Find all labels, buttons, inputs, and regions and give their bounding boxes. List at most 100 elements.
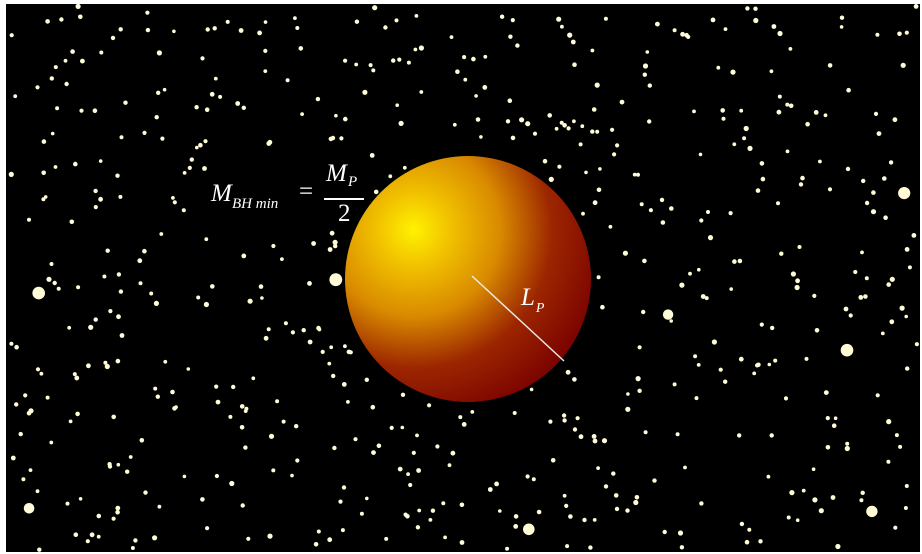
- star: [845, 441, 850, 446]
- star: [753, 17, 759, 24]
- star: [406, 60, 411, 65]
- star: [706, 210, 710, 214]
- star: [239, 404, 245, 409]
- star: [788, 103, 794, 109]
- star: [41, 170, 46, 176]
- star: [732, 142, 737, 147]
- star: [507, 98, 513, 103]
- star: [21, 477, 26, 482]
- star: [886, 459, 891, 464]
- star: [311, 241, 316, 246]
- star: [383, 25, 388, 30]
- star: [56, 286, 61, 291]
- star: [660, 220, 666, 225]
- star: [186, 367, 191, 371]
- star: [285, 78, 290, 83]
- star: [341, 382, 347, 387]
- star: [214, 384, 219, 389]
- star: [830, 495, 836, 500]
- star: [559, 120, 564, 125]
- star: [76, 285, 81, 290]
- star: [45, 19, 50, 24]
- star: [145, 27, 151, 33]
- star: [300, 112, 304, 116]
- star: [662, 309, 674, 320]
- star: [23, 393, 28, 398]
- star: [415, 525, 421, 530]
- star: [592, 200, 598, 206]
- star: [805, 121, 810, 127]
- star: [835, 543, 841, 550]
- star: [266, 327, 271, 332]
- star: [776, 109, 782, 115]
- star: [861, 178, 866, 184]
- star: [139, 438, 145, 443]
- star: [647, 83, 652, 88]
- star: [742, 136, 747, 141]
- star: [203, 139, 208, 144]
- star: [430, 508, 436, 513]
- star: [642, 258, 647, 264]
- star: [428, 518, 433, 522]
- star: [194, 105, 199, 110]
- star: [562, 493, 567, 498]
- star: [723, 27, 728, 31]
- star: [320, 349, 325, 354]
- star: [301, 328, 306, 333]
- star: [78, 14, 83, 20]
- star: [839, 25, 844, 29]
- star: [739, 108, 744, 113]
- star: [797, 245, 802, 249]
- star: [892, 117, 898, 123]
- star: [86, 363, 91, 369]
- star: [373, 189, 379, 195]
- star: [67, 325, 72, 330]
- star: [592, 438, 598, 444]
- star: [225, 19, 230, 24]
- star: [669, 206, 674, 211]
- star: [728, 211, 733, 216]
- star: [413, 47, 418, 52]
- star: [550, 458, 556, 463]
- star: [825, 445, 831, 450]
- star: [400, 392, 406, 397]
- star: [893, 525, 898, 530]
- star: [118, 27, 123, 32]
- starfield: [8, 4, 920, 552]
- star: [118, 194, 123, 199]
- star: [75, 4, 81, 9]
- star: [271, 468, 276, 473]
- star: [154, 115, 159, 120]
- star: [812, 497, 818, 503]
- star: [69, 219, 75, 225]
- star: [643, 430, 648, 435]
- star: [487, 487, 493, 492]
- radius-symbol: L: [521, 284, 535, 311]
- star: [603, 484, 609, 489]
- star: [172, 406, 177, 411]
- star: [634, 495, 640, 500]
- star: [479, 135, 483, 139]
- star: [843, 306, 849, 312]
- star: [263, 20, 268, 24]
- star: [686, 34, 691, 39]
- star: [73, 161, 78, 167]
- star: [759, 161, 765, 166]
- star: [105, 248, 110, 253]
- lhs-mass-symbol: M: [211, 180, 232, 207]
- star: [427, 403, 432, 408]
- star: [766, 474, 771, 479]
- star: [590, 48, 595, 53]
- star: [756, 362, 761, 368]
- star: [818, 508, 824, 514]
- star: [475, 117, 481, 122]
- star: [698, 152, 703, 157]
- star: [74, 375, 80, 381]
- star: [115, 358, 121, 364]
- star: [116, 272, 122, 277]
- star: [622, 250, 629, 256]
- star: [827, 187, 833, 192]
- star: [474, 94, 478, 98]
- star: [49, 76, 54, 81]
- star: [266, 141, 272, 146]
